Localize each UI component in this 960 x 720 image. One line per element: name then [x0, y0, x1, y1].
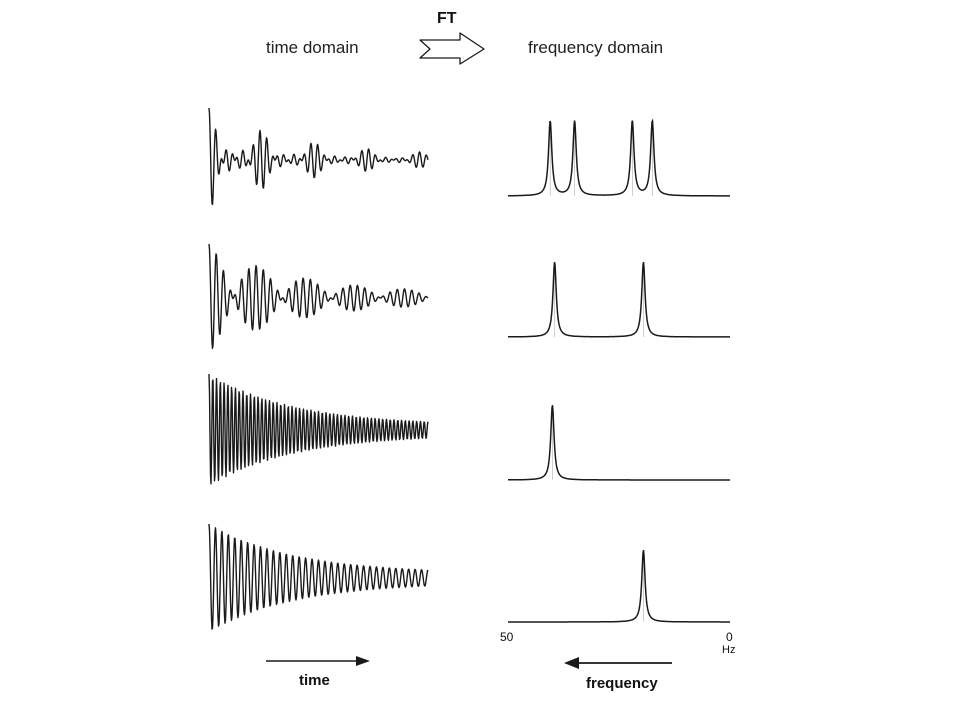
- frequency-domain-heading: frequency domain: [528, 38, 664, 57]
- fid-signal-row-4: [208, 523, 429, 630]
- spectrum-row-3: [508, 405, 730, 481]
- time-axis-label: time: [299, 672, 330, 689]
- time-domain-signals: [208, 107, 429, 630]
- freq-axis-left-tick: 50: [500, 630, 514, 644]
- fid-signal-row-1: [208, 107, 429, 206]
- freq-axis-unit: Hz: [722, 644, 736, 656]
- spectrum-row-4: [508, 549, 730, 623]
- frequency-axis-label: frequency: [586, 675, 658, 692]
- fid-signal-row-3: [208, 373, 429, 485]
- ft-heading: FT: [437, 10, 457, 27]
- time-domain-heading: time domain: [266, 38, 359, 57]
- spectrum-row-1: [508, 118, 730, 197]
- fid-signal-row-2: [208, 243, 429, 350]
- frequency-arrow-icon: [564, 657, 672, 669]
- frequency-domain-spectra: [508, 118, 731, 623]
- spectrum-row-2: [508, 261, 731, 338]
- time-arrow-icon: [266, 656, 370, 666]
- ft-arrow-icon: [419, 32, 485, 65]
- freq-axis-right-tick: 0: [726, 630, 733, 644]
